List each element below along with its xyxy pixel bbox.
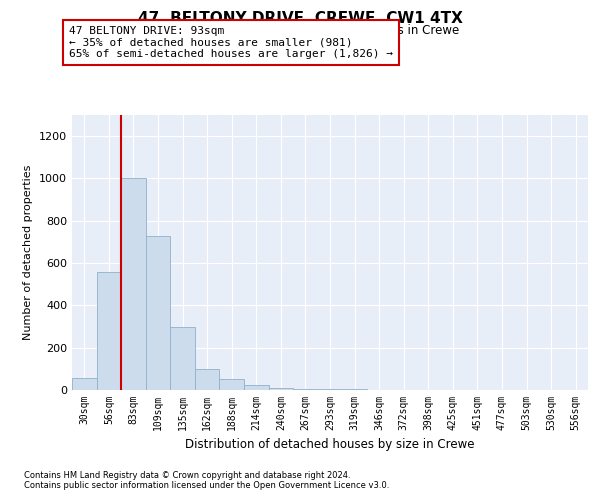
Bar	[220, 380, 244, 390]
Y-axis label: Number of detached properties: Number of detached properties	[23, 165, 34, 340]
X-axis label: Distribution of detached houses by size in Crewe: Distribution of detached houses by size …	[185, 438, 475, 452]
Text: 47, BELTONY DRIVE, CREWE, CW1 4TX: 47, BELTONY DRIVE, CREWE, CW1 4TX	[137, 11, 463, 26]
Bar	[170, 326, 195, 390]
Bar	[342, 389, 367, 390]
Bar	[146, 236, 170, 390]
Bar	[121, 178, 146, 390]
Bar	[195, 369, 220, 390]
Bar	[72, 378, 97, 390]
Bar	[318, 389, 342, 390]
Bar	[97, 272, 121, 390]
Bar	[293, 388, 318, 390]
Bar	[244, 384, 269, 390]
Text: 47 BELTONY DRIVE: 93sqm
← 35% of detached houses are smaller (981)
65% of semi-d: 47 BELTONY DRIVE: 93sqm ← 35% of detache…	[69, 26, 393, 59]
Text: Size of property relative to detached houses in Crewe: Size of property relative to detached ho…	[141, 24, 459, 37]
Text: Contains HM Land Registry data © Crown copyright and database right 2024.
Contai: Contains HM Land Registry data © Crown c…	[24, 470, 389, 490]
Bar	[269, 388, 293, 390]
